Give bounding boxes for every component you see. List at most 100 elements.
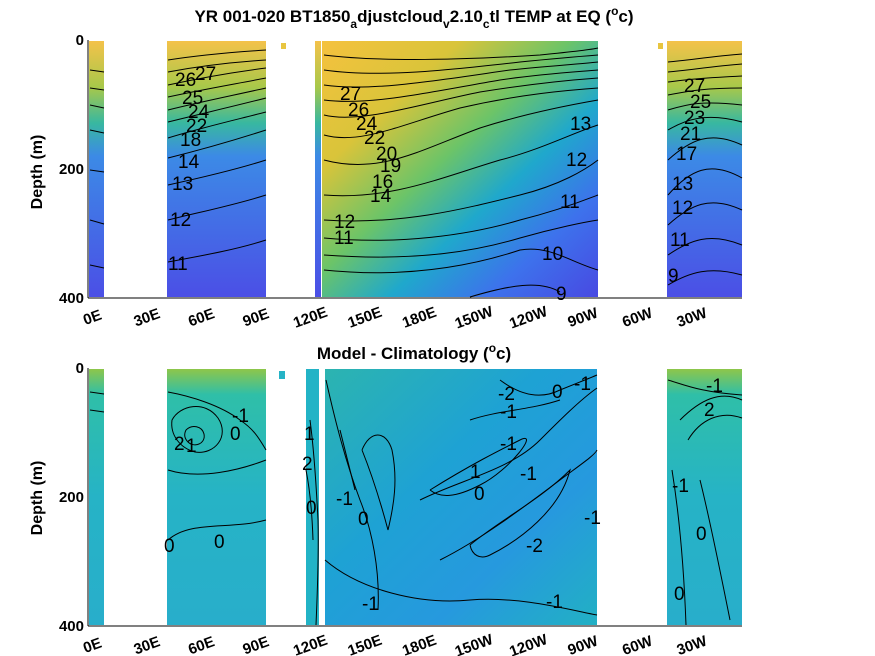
contour-label: 0 xyxy=(674,584,685,605)
y-tick-label: 0 xyxy=(76,32,84,49)
x-tick-label: 60W xyxy=(620,304,656,331)
contour-label: -1 xyxy=(546,592,563,613)
contour-label: 13 xyxy=(672,174,693,195)
contour-label: 24 xyxy=(188,102,210,123)
contour-label: 25 xyxy=(690,92,711,113)
contour-label: 18 xyxy=(180,130,201,151)
contour-label: -1 xyxy=(232,406,249,427)
contour-label: 21 xyxy=(680,124,701,145)
contour-label: 12 xyxy=(334,212,355,233)
field-west-indian xyxy=(89,369,104,625)
x-tick-label: 90E xyxy=(241,305,272,330)
contour-labels-bottom: -1 0 2 1 0 0 1 2 0 -1 0 -1 1 0 -2 -1 -1 … xyxy=(164,374,723,615)
contour-label: 14 xyxy=(178,152,200,173)
contour-label: 16 xyxy=(372,172,393,193)
x-ticks-bottom: 0E 30E 60E 90E 120E 150E 180E 150W 120W 90W 60W 30W xyxy=(81,631,710,656)
contour-label: 2 xyxy=(302,454,313,475)
contour-label: 12 xyxy=(170,210,191,231)
contour-label: 9 xyxy=(668,266,679,287)
y-tick-label: 200 xyxy=(59,161,84,178)
contour-label: -2 xyxy=(498,384,515,405)
contour-label: 10 xyxy=(542,244,563,265)
contour-label: 1 xyxy=(304,424,315,445)
contour-label: -2 xyxy=(526,536,543,557)
contour-label: 13 xyxy=(172,174,193,195)
contour-label: -1 xyxy=(500,402,517,423)
contour-label: 11 xyxy=(334,228,354,249)
panel-top: 27 26 25 24 22 18 14 13 12 11 27 26 24 2… xyxy=(29,4,743,333)
field-west-indian xyxy=(89,41,104,297)
x-tick-label: 0E xyxy=(81,307,104,329)
x-ticks-top: 0E 30E 60E 90E 120E 150E 180E 150W 120W 90W 60W 30W xyxy=(81,303,710,333)
contour-label: 11 xyxy=(670,230,690,251)
contour-label: 26 xyxy=(175,70,196,91)
field-island-a xyxy=(279,371,285,379)
field-sliver xyxy=(315,41,321,297)
x-tick-label: 180E xyxy=(400,304,439,332)
field-indian xyxy=(167,369,266,625)
contour-label: 0 xyxy=(230,424,241,445)
x-tick-label: 90E xyxy=(241,633,272,656)
contour-label: -1 xyxy=(520,464,537,485)
x-tick-label: 60W xyxy=(620,632,656,656)
contour-label: 11 xyxy=(560,192,580,213)
contour-label: 2 xyxy=(704,400,715,421)
contour-label: 24 xyxy=(356,114,378,135)
contour-label: 25 xyxy=(182,88,203,109)
contour-label: 0 xyxy=(552,382,563,403)
contour-label: -1 xyxy=(500,434,517,455)
contour-label: 0 xyxy=(358,509,369,530)
field-island-a xyxy=(281,43,286,49)
x-tick-label: 120W xyxy=(507,303,550,333)
x-tick-label: 30E xyxy=(132,305,163,330)
field-atlantic xyxy=(667,41,742,297)
y-tick-label: 200 xyxy=(59,489,84,506)
contour-label: 11 xyxy=(168,254,188,275)
y-tick-label: 0 xyxy=(76,360,84,377)
y-tick-label: 400 xyxy=(59,290,84,307)
contour-label: 19 xyxy=(380,156,401,177)
contour-label: 0 xyxy=(214,532,225,553)
contour-label: -1 xyxy=(706,376,723,397)
contour-label: 0 xyxy=(306,498,317,519)
x-tick-label: 0E xyxy=(81,635,104,656)
contour-label: 22 xyxy=(364,128,385,149)
contour-label: -1 xyxy=(574,374,591,395)
field-sliver xyxy=(306,369,319,625)
contour-label: 12 xyxy=(672,198,693,219)
contour-label: 2 xyxy=(174,434,185,455)
contour-label: 27 xyxy=(340,84,361,105)
y-ticks-bottom: 0 200 400 xyxy=(59,360,84,635)
field-pacific xyxy=(325,369,597,625)
contour-label: -1 xyxy=(336,489,353,510)
contour-label: 13 xyxy=(570,114,591,135)
x-tick-label: 90W xyxy=(566,632,602,656)
contour-label: 17 xyxy=(676,144,697,165)
x-tick-label: 150W xyxy=(453,631,496,656)
x-tick-label: 60E xyxy=(186,305,217,330)
field-island-b xyxy=(658,43,663,49)
contour-label: 27 xyxy=(195,64,216,85)
panel-bottom: -1 0 2 1 0 0 1 2 0 -1 0 -1 1 0 -2 -1 -1 … xyxy=(29,341,743,656)
x-tick-label: 30W xyxy=(675,304,711,331)
contour-label: 20 xyxy=(376,144,397,165)
contour-label: -1 xyxy=(362,594,379,615)
contour-label: 0 xyxy=(164,536,175,557)
x-tick-label: 30E xyxy=(132,633,163,656)
x-tick-label: 60E xyxy=(186,633,217,656)
x-tick-label: 90W xyxy=(566,304,602,331)
x-tick-label: 120W xyxy=(507,631,550,656)
contour-label: -1 xyxy=(672,476,689,497)
x-tick-label: 150E xyxy=(346,632,385,656)
y-tick-label: 400 xyxy=(59,618,84,635)
contour-label: 0 xyxy=(474,484,485,505)
contour-label: 9 xyxy=(556,284,567,305)
x-tick-label: 120E xyxy=(291,632,330,656)
x-tick-label: 150W xyxy=(453,303,496,333)
contour-label: 1 xyxy=(470,462,481,483)
x-tick-label: 180E xyxy=(400,632,439,656)
contour-label: 1 xyxy=(186,436,197,457)
contour-label: 22 xyxy=(186,116,207,137)
contour-label: 12 xyxy=(566,150,587,171)
